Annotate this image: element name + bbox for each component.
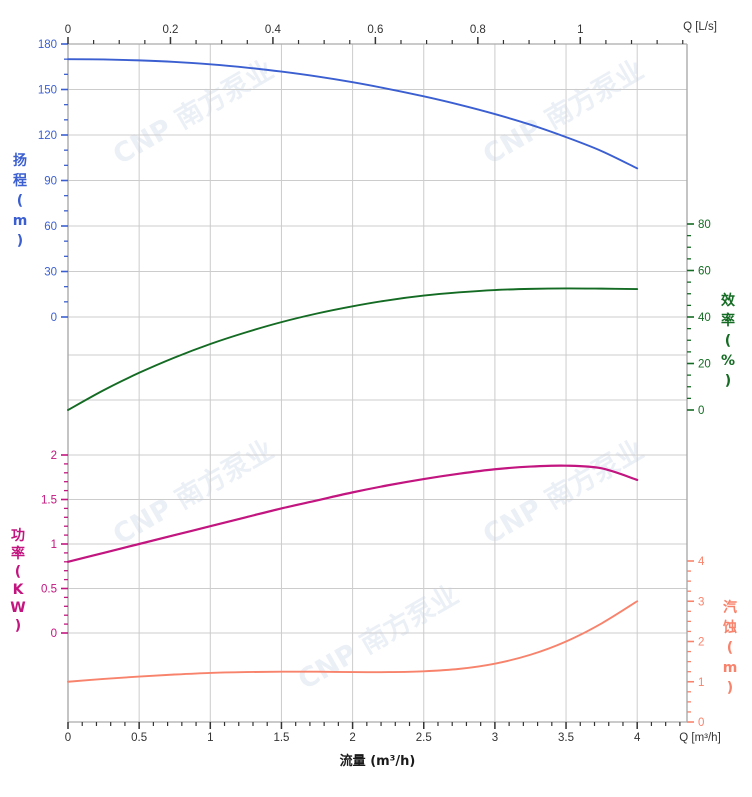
tick-label-x_bottom: 2.5 xyxy=(416,732,432,744)
tick-label-x_top: 0 xyxy=(65,24,71,36)
tick-label-y_head: 90 xyxy=(44,176,57,188)
tick-label-y_npsh: 0 xyxy=(698,717,704,729)
axis-title-q-ls: Q [L/s] xyxy=(683,21,717,33)
curve-efficiency xyxy=(67,287,639,411)
axis-title-efficiency: ( xyxy=(725,333,731,349)
axis-title-head: ) xyxy=(17,233,23,249)
axis-title-npsh: 蚀 xyxy=(722,619,737,636)
axis-title-power: 功 xyxy=(11,528,25,544)
tick-label-y_efficiency: 20 xyxy=(698,359,711,371)
tick-label-x_top: 1 xyxy=(577,24,583,36)
curve-head xyxy=(67,58,639,170)
tick-label-y_npsh: 1 xyxy=(698,677,704,689)
tick-label-x_bottom: 3 xyxy=(492,732,498,744)
tick-label-y_efficiency: 40 xyxy=(698,312,711,324)
curve-power xyxy=(66,464,639,563)
tick-label-x_bottom: 1.5 xyxy=(273,732,289,744)
tick-label-y_power: 1.5 xyxy=(41,495,57,507)
axis-title-head: 程 xyxy=(13,173,27,189)
axis-title-npsh: ) xyxy=(727,680,733,696)
tick-label-x_top: 0.6 xyxy=(367,24,383,36)
tick-label-y_head: 60 xyxy=(44,221,57,233)
tick-label-y_head: 120 xyxy=(38,130,57,142)
axis-title-q-m3h: Q [m³/h] xyxy=(679,732,721,744)
axis-title-npsh: ( xyxy=(727,640,733,656)
tick-label-y_power: 1 xyxy=(51,539,57,551)
axis-title-power: W xyxy=(10,600,25,616)
axis-title-power: K xyxy=(13,582,25,598)
tick-label-y_efficiency: 80 xyxy=(698,219,711,231)
axis-title-head: m xyxy=(13,213,28,229)
tick-label-x_top: 0.4 xyxy=(265,24,282,36)
tick-label-y_efficiency: 60 xyxy=(698,266,711,278)
tick-label-y_head: 0 xyxy=(51,312,57,324)
axis-title-power: ) xyxy=(15,618,21,634)
axis-title-npsh: m xyxy=(723,660,738,676)
axis-title-npsh: 汽 xyxy=(723,599,737,616)
tick-label-y_power: 0.5 xyxy=(41,584,57,596)
axis-title-flow: 流量 (m³/h) xyxy=(340,753,416,769)
axis-title-efficiency: 效 xyxy=(721,292,736,309)
axis-title-head: ( xyxy=(17,193,23,209)
axis-title-efficiency: ) xyxy=(725,373,731,389)
tick-label-x_bottom: 0.5 xyxy=(131,732,147,744)
tick-label-y_npsh: 4 xyxy=(698,556,705,568)
tick-label-y_npsh: 3 xyxy=(698,596,704,608)
tick-label-x_bottom: 0 xyxy=(65,732,71,744)
axis-title-efficiency: 率 xyxy=(721,312,735,329)
tick-label-y_head: 150 xyxy=(38,85,57,97)
tick-label-y_npsh: 2 xyxy=(698,637,704,649)
axis-title-efficiency: % xyxy=(721,353,735,369)
curve-npsh xyxy=(67,600,639,683)
tick-label-y_efficiency: 0 xyxy=(698,405,704,417)
tick-label-x_bottom: 4 xyxy=(634,732,641,744)
axis-title-head: 扬 xyxy=(13,152,27,169)
tick-label-x_bottom: 1 xyxy=(207,732,213,744)
axis-title-power: ( xyxy=(15,564,21,580)
tick-label-y_power: 0 xyxy=(51,628,57,640)
axis-title-power: 率 xyxy=(11,545,25,562)
tick-label-x_top: 0.2 xyxy=(162,24,178,36)
tick-label-x_bottom: 3.5 xyxy=(558,732,574,744)
tick-label-y_power: 2 xyxy=(51,450,57,462)
tick-label-x_top: 0.8 xyxy=(470,24,486,36)
tick-label-y_head: 30 xyxy=(44,267,57,279)
tick-label-y_head: 180 xyxy=(38,39,57,51)
tick-label-x_bottom: 2 xyxy=(349,732,355,744)
plot-background xyxy=(68,44,687,722)
